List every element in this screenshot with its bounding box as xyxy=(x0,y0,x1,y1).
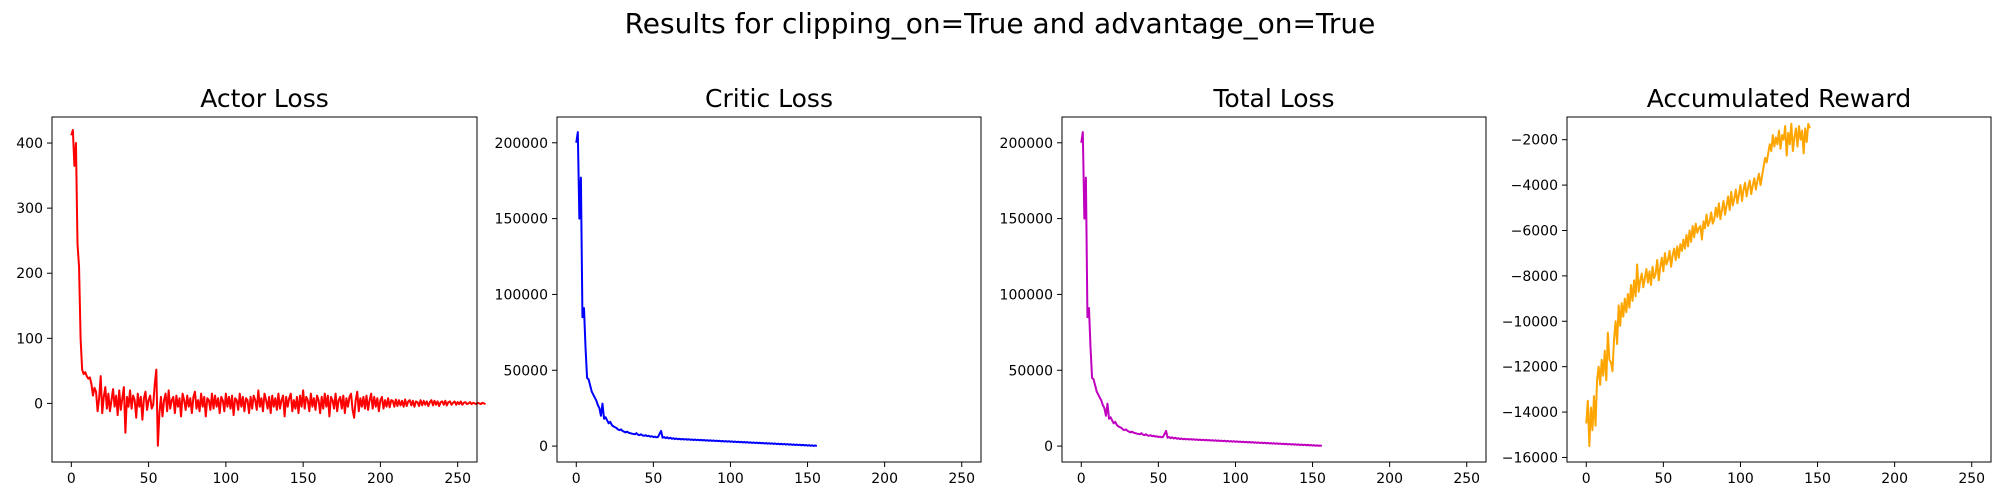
x-tick-label: 200 xyxy=(1881,471,1908,487)
series-line xyxy=(1080,131,1323,448)
x-tick-label: 100 xyxy=(1222,471,1249,487)
x-tick-label: 200 xyxy=(1376,471,1403,487)
series-line xyxy=(575,131,818,448)
x-tick-label: 150 xyxy=(1299,471,1326,487)
y-tick-label: −6000 xyxy=(1511,223,1558,239)
series-line xyxy=(70,129,486,447)
y-tick-label: 200 xyxy=(16,266,43,282)
y-tick-label: 300 xyxy=(16,201,43,217)
y-tick-label: −10000 xyxy=(1502,314,1558,330)
subplot-1: Actor Loss 0 50 100 150 200 250 0 100 200 300 400 xyxy=(16,84,486,487)
x-tick-label: 100 xyxy=(717,471,744,487)
subplots: Actor Loss 0 50 100 150 200 250 0 100 200 300 400 Cr… xyxy=(16,84,1992,487)
y-tick-label: 200000 xyxy=(495,136,548,152)
y-tick-label: 0 xyxy=(1044,439,1053,455)
subplot-title: Actor Loss xyxy=(200,84,329,113)
x-tick-label: 150 xyxy=(290,471,317,487)
x-tick-label: 150 xyxy=(1804,471,1831,487)
y-tick-label: 100000 xyxy=(495,287,548,303)
y-tick-label: 50000 xyxy=(1008,363,1053,379)
x-tick-label: 50 xyxy=(644,471,662,487)
x-tick-label: 250 xyxy=(948,471,975,487)
x-tick-label: 0 xyxy=(67,471,76,487)
series-line xyxy=(1585,122,1811,448)
y-tick-label: 50000 xyxy=(503,363,548,379)
figure-title: Results for clipping_on=True and advanta… xyxy=(625,7,1376,40)
axes-frame xyxy=(556,116,982,463)
y-tick-label: 200000 xyxy=(1000,136,1053,152)
y-tick-label: −16000 xyxy=(1502,450,1558,466)
x-tick-label: 250 xyxy=(1958,471,1985,487)
subplot-title: Accumulated Reward xyxy=(1647,84,1912,113)
subplot-4: Accumulated Reward 0 50 100 150 200 250 −16000 −… xyxy=(1502,84,1992,487)
x-tick-label: 100 xyxy=(1727,471,1754,487)
y-tick-label: 100000 xyxy=(1000,287,1053,303)
axes-frame xyxy=(1566,116,1992,463)
y-tick-label: 150000 xyxy=(1000,212,1053,228)
y-tick-label: 150000 xyxy=(495,212,548,228)
y-tick-label: −2000 xyxy=(1511,133,1558,149)
x-tick-label: 100 xyxy=(212,471,239,487)
y-tick-label: −4000 xyxy=(1511,178,1558,194)
y-tick-label: −8000 xyxy=(1511,269,1558,285)
y-tick-label: 400 xyxy=(16,136,43,152)
subplot-3: Total Loss 0 50 100 150 200 250 0 50000 100000 150… xyxy=(1000,84,1487,487)
y-tick-label: 100 xyxy=(16,331,43,347)
y-tick-label: −12000 xyxy=(1502,360,1558,376)
x-tick-label: 150 xyxy=(794,471,821,487)
axes-frame xyxy=(1061,116,1487,463)
x-tick-label: 0 xyxy=(1582,471,1591,487)
x-tick-label: 200 xyxy=(871,471,898,487)
x-tick-label: 50 xyxy=(1654,471,1672,487)
axes-frame xyxy=(51,116,478,463)
y-tick-label: −14000 xyxy=(1502,405,1558,421)
subplot-title: Critic Loss xyxy=(705,84,833,113)
x-tick-label: 200 xyxy=(367,471,394,487)
x-tick-label: 250 xyxy=(444,471,471,487)
x-tick-label: 50 xyxy=(1149,471,1167,487)
x-tick-label: 250 xyxy=(1453,471,1480,487)
y-tick-label: 0 xyxy=(34,396,43,412)
subplot-title: Total Loss xyxy=(1212,84,1334,113)
y-tick-label: 0 xyxy=(539,439,548,455)
x-tick-label: 0 xyxy=(1077,471,1086,487)
x-tick-label: 0 xyxy=(572,471,581,487)
subplot-2: Critic Loss 0 50 100 150 200 250 0 50000 100000 15… xyxy=(495,84,982,487)
x-tick-label: 50 xyxy=(140,471,158,487)
